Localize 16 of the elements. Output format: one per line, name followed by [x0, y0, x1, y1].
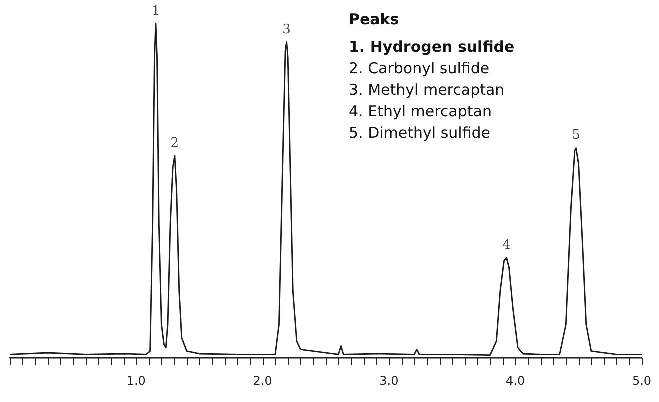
annotation: 5: [572, 128, 580, 144]
x-tick-label: 3.0: [380, 374, 399, 388]
annotation: 3. Methyl mercaptan: [349, 81, 505, 99]
annotation: 2. Carbonyl sulfide: [349, 60, 490, 78]
x-tick-label: 2.0: [253, 374, 272, 388]
annotation: 2: [170, 136, 180, 151]
x-tick-label: 1.0: [126, 374, 146, 388]
annotation: 4: [502, 238, 511, 253]
x-tick-label: 4.0: [506, 374, 526, 388]
annotation: 1: [152, 4, 160, 19]
annotation: 1. Hydrogen sulfide: [349, 38, 515, 56]
annotation: 5. Dimethyl sulfide: [349, 124, 491, 142]
x-tick-label: 5.0: [632, 374, 652, 388]
annotation: 3: [282, 22, 291, 38]
annotation: Peaks: [349, 10, 400, 28]
annotation: 4. Ethyl mercaptan: [349, 102, 492, 120]
